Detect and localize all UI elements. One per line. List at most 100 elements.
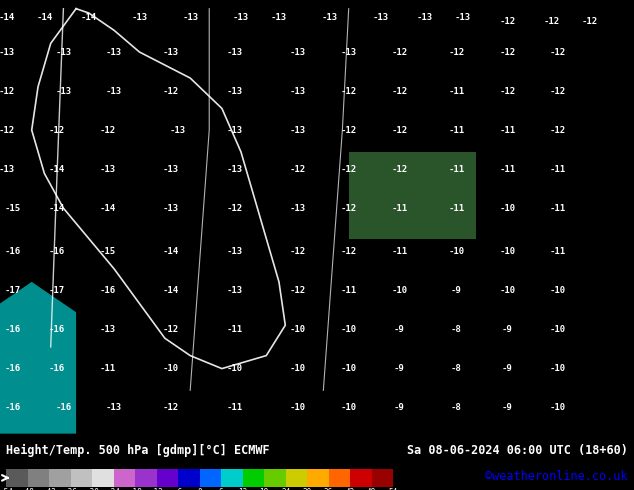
Text: -13: -13 <box>0 48 15 56</box>
Text: -9: -9 <box>502 364 512 373</box>
Text: -11: -11 <box>448 204 465 213</box>
Text: -13: -13 <box>0 165 15 173</box>
Text: -11: -11 <box>448 125 465 135</box>
Text: -10: -10 <box>550 403 566 412</box>
Text: -12: -12 <box>0 125 15 135</box>
Bar <box>157 468 178 487</box>
Text: -10: -10 <box>163 364 179 373</box>
Text: 18: 18 <box>259 489 269 490</box>
Text: -13: -13 <box>290 48 306 56</box>
Text: -10: -10 <box>340 325 357 334</box>
Bar <box>113 468 135 487</box>
Text: -15: -15 <box>100 247 116 256</box>
Text: -13: -13 <box>131 13 148 22</box>
Text: -13: -13 <box>233 13 249 22</box>
Text: -12: -12 <box>550 48 566 56</box>
Text: -16: -16 <box>49 364 65 373</box>
Text: -12: -12 <box>499 17 515 26</box>
Text: -9: -9 <box>394 364 404 373</box>
Text: 0: 0 <box>197 489 202 490</box>
Text: -14: -14 <box>49 165 65 173</box>
Text: 6: 6 <box>219 489 224 490</box>
Text: -13: -13 <box>271 13 287 22</box>
Text: -11: -11 <box>340 286 357 295</box>
Text: -12: -12 <box>391 125 408 135</box>
Text: -13: -13 <box>106 403 122 412</box>
Text: 42: 42 <box>346 489 355 490</box>
Text: -13: -13 <box>163 204 179 213</box>
Text: -12: -12 <box>391 165 408 173</box>
Bar <box>28 468 49 487</box>
Polygon shape <box>349 152 476 239</box>
Text: -16: -16 <box>49 325 65 334</box>
Text: -12: -12 <box>290 247 306 256</box>
Text: -16: -16 <box>4 364 21 373</box>
Text: -12: -12 <box>550 87 566 96</box>
Bar <box>264 468 286 487</box>
Bar <box>49 468 71 487</box>
Text: -13: -13 <box>226 165 243 173</box>
Text: -14: -14 <box>163 247 179 256</box>
Text: -14: -14 <box>100 204 116 213</box>
Text: -13: -13 <box>290 87 306 96</box>
Text: -8: -8 <box>451 364 462 373</box>
Bar <box>71 468 93 487</box>
Text: -15: -15 <box>4 204 21 213</box>
Text: -54: -54 <box>0 489 13 490</box>
Text: 54: 54 <box>389 489 398 490</box>
Text: -12: -12 <box>391 87 408 96</box>
Text: -16: -16 <box>4 325 21 334</box>
Bar <box>200 468 221 487</box>
Text: 24: 24 <box>281 489 290 490</box>
Bar <box>6 468 28 487</box>
Bar <box>372 468 393 487</box>
Text: -11: -11 <box>499 165 515 173</box>
Text: -11: -11 <box>448 87 465 96</box>
Text: -13: -13 <box>106 48 122 56</box>
Text: -12: -12 <box>340 125 357 135</box>
Text: -13: -13 <box>55 48 72 56</box>
Text: -11: -11 <box>499 125 515 135</box>
Text: -13: -13 <box>226 247 243 256</box>
Text: -11: -11 <box>226 325 243 334</box>
Text: -12: -12 <box>550 125 566 135</box>
Text: -48: -48 <box>21 489 35 490</box>
Text: -16: -16 <box>100 286 116 295</box>
Text: -12: -12 <box>340 87 357 96</box>
Text: -13: -13 <box>163 48 179 56</box>
Text: -14: -14 <box>163 286 179 295</box>
Text: -14: -14 <box>81 13 97 22</box>
Text: -12: -12 <box>340 204 357 213</box>
Text: -12: -12 <box>163 87 179 96</box>
Polygon shape <box>0 282 76 434</box>
Text: -14: -14 <box>36 13 53 22</box>
Bar <box>350 468 372 487</box>
Text: -8: -8 <box>451 403 462 412</box>
Text: -10: -10 <box>550 364 566 373</box>
Text: -12: -12 <box>340 247 357 256</box>
Text: -9: -9 <box>394 403 404 412</box>
Text: -18: -18 <box>128 489 142 490</box>
Text: -30: -30 <box>86 489 99 490</box>
Text: -12: -12 <box>100 125 116 135</box>
Text: -13: -13 <box>55 87 72 96</box>
Text: -16: -16 <box>4 247 21 256</box>
Text: -11: -11 <box>550 247 566 256</box>
Text: -11: -11 <box>550 165 566 173</box>
Text: -10: -10 <box>550 286 566 295</box>
Text: -10: -10 <box>499 247 515 256</box>
Text: ©weatheronline.co.uk: ©weatheronline.co.uk <box>485 470 628 483</box>
Text: -24: -24 <box>107 489 120 490</box>
Text: -6: -6 <box>174 489 183 490</box>
Text: -12: -12 <box>0 87 15 96</box>
Text: -13: -13 <box>372 13 389 22</box>
Text: -11: -11 <box>550 204 566 213</box>
Text: -11: -11 <box>448 165 465 173</box>
Bar <box>93 468 113 487</box>
Text: -10: -10 <box>499 204 515 213</box>
Text: -12: -12 <box>581 17 598 26</box>
Text: -10: -10 <box>550 325 566 334</box>
Text: -11: -11 <box>226 403 243 412</box>
Text: -9: -9 <box>451 286 462 295</box>
Text: -13: -13 <box>417 13 433 22</box>
